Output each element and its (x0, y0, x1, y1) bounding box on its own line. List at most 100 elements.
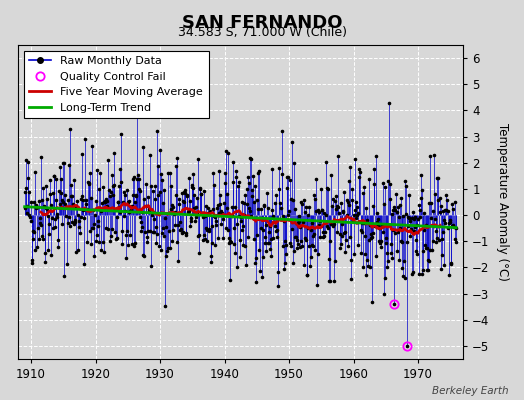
Point (272, 234, 281, 240)
Point (340, 188, 348, 195)
Point (393, 209, 401, 215)
Point (56, 200, 64, 207)
Point (370, 181, 379, 187)
Point (363, 216, 371, 223)
Point (365, 222, 374, 228)
Point (396, 225, 405, 231)
Point (206, 208, 214, 215)
Point (59, 160, 67, 166)
Point (60, 272, 69, 279)
Point (387, 211, 396, 218)
Point (134, 172, 142, 178)
Point (289, 260, 297, 266)
Point (242, 243, 250, 249)
Point (267, 236, 275, 242)
Point (446, 216, 454, 223)
Point (303, 224, 312, 231)
Point (117, 131, 125, 137)
Point (161, 303, 170, 309)
Point (110, 182, 118, 188)
Point (372, 153, 380, 160)
Point (92, 231, 101, 238)
Point (222, 147, 230, 154)
Point (212, 222, 221, 228)
Point (299, 196, 308, 203)
Point (400, 258, 408, 264)
Point (352, 199, 361, 205)
Point (51, 216, 59, 222)
Point (159, 200, 168, 206)
Point (30, 247, 39, 254)
Point (215, 201, 224, 208)
Point (100, 249, 108, 256)
Point (64, 162, 73, 168)
Point (310, 192, 318, 198)
Point (69, 177, 78, 184)
Point (187, 215, 195, 222)
Point (328, 203, 336, 209)
Point (237, 213, 245, 220)
Point (342, 237, 350, 243)
Point (160, 233, 169, 239)
Point (195, 185, 204, 191)
Point (174, 196, 183, 202)
Point (240, 200, 248, 206)
Point (284, 212, 292, 218)
Point (212, 218, 220, 224)
Point (104, 157, 113, 164)
Point (89, 206, 97, 213)
Point (278, 213, 287, 220)
Point (378, 222, 386, 228)
Point (380, 201, 388, 208)
Point (306, 263, 314, 269)
Point (120, 188, 128, 195)
Point (186, 198, 194, 204)
Point (277, 127, 286, 134)
Point (61, 200, 70, 207)
Point (447, 201, 456, 207)
Point (350, 251, 358, 257)
Point (389, 207, 397, 213)
Point (449, 222, 457, 228)
Point (45, 221, 53, 228)
Point (177, 226, 185, 233)
Point (117, 179, 126, 185)
Point (122, 232, 130, 238)
Point (38, 197, 46, 203)
Point (452, 224, 460, 231)
Point (416, 214, 424, 220)
Point (47, 252, 55, 258)
Point (408, 270, 416, 277)
Point (280, 238, 289, 244)
Point (238, 198, 246, 205)
Point (66, 126, 74, 132)
Point (199, 214, 207, 220)
Point (293, 244, 301, 251)
Point (211, 241, 220, 248)
Point (300, 262, 308, 268)
Point (119, 213, 128, 220)
Point (347, 276, 356, 282)
Point (130, 240, 139, 247)
Point (176, 227, 184, 234)
Point (346, 234, 354, 240)
Point (210, 213, 219, 219)
Point (330, 221, 339, 228)
Point (90, 221, 98, 227)
Point (323, 185, 332, 192)
Point (150, 216, 158, 222)
Point (339, 208, 347, 214)
Point (444, 272, 453, 278)
Point (85, 180, 93, 186)
Point (420, 227, 428, 233)
Point (116, 166, 124, 172)
Point (349, 218, 357, 224)
Point (412, 248, 421, 254)
Point (229, 179, 237, 185)
Point (341, 229, 349, 235)
Point (417, 194, 425, 201)
Point (298, 200, 306, 207)
Point (253, 232, 261, 238)
Point (93, 223, 102, 229)
Point (169, 226, 178, 233)
